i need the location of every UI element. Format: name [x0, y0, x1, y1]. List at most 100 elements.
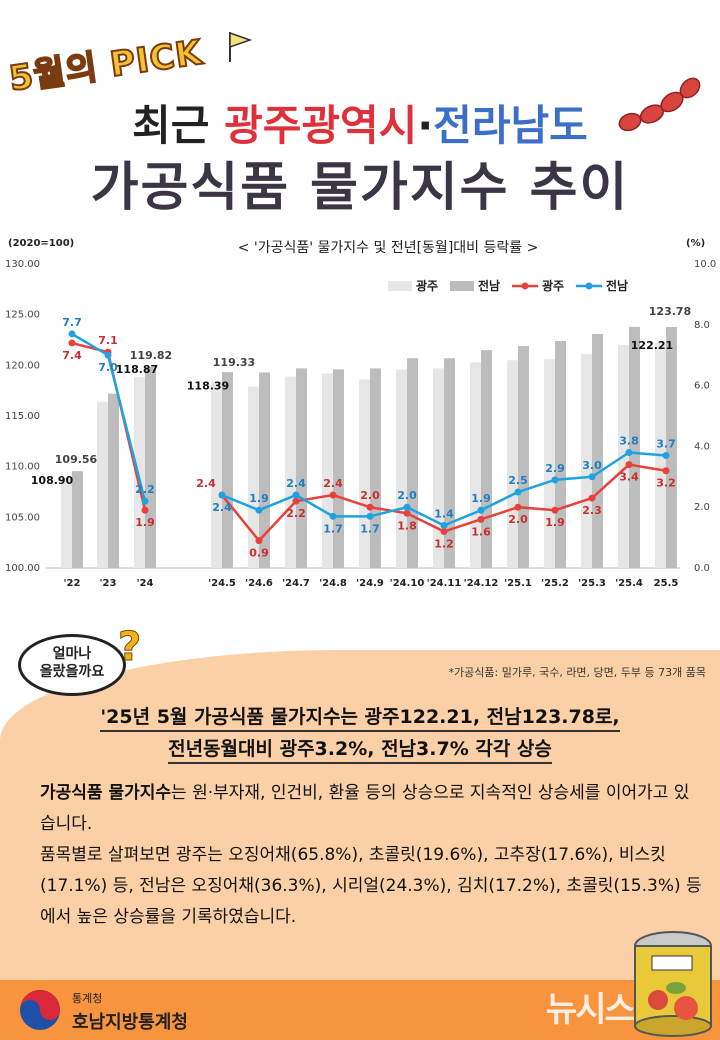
gwangju-point: [255, 537, 263, 545]
bar-gwangju: [322, 373, 333, 568]
jeonnam-point: [292, 491, 300, 499]
gwangju-point: [625, 461, 633, 469]
newsis-watermark: 뉴시스: [546, 990, 636, 1030]
legend-gwangju-line-marker: [521, 282, 529, 290]
x-tick-label: '25.3: [578, 578, 606, 589]
flag-icon: [229, 31, 252, 62]
footer-bar: [0, 980, 720, 1040]
jeonnam-point: [366, 512, 374, 520]
gwangju-rate-label: 2.4: [323, 477, 343, 490]
bar-jeonnam: [145, 367, 156, 568]
legend-jeonnam-line-marker: [585, 282, 593, 290]
jeonnam-rate-label: 1.7: [360, 522, 380, 535]
right-tick-label: 4.0: [694, 441, 710, 452]
gwangju-rate-label: 7.1: [98, 334, 118, 347]
jeonnam-point: [403, 503, 411, 511]
legend-gwangju-line-label: 광주: [542, 278, 564, 293]
bar-gwangju: [507, 360, 518, 568]
left-tick-label: 100.00: [5, 563, 40, 574]
speech-bubble: 얼마나 올랐을까요: [18, 634, 126, 696]
summary-panel: [0, 650, 720, 980]
jeonnam-rate-label: 3.0: [582, 459, 602, 472]
headline-2: 전년동월대비 광주3.2%, 전남3.7% 각각 상승: [0, 734, 720, 764]
x-tick-label: '24.7: [282, 578, 310, 589]
left-tick-label: 125.00: [5, 310, 40, 321]
bar-value-label-gwangju: 118.39: [187, 380, 229, 393]
bar-jeonnam: [518, 346, 529, 568]
price-index-chart: 108.90 118.87 118.39 122.21 109.56 119.82 119.…: [5, 238, 716, 589]
gwangju-point: [514, 503, 522, 511]
jeonnam-point: [477, 506, 485, 514]
gwangju-rate-label: 2.4: [196, 477, 216, 490]
legend-jeonnam-line-label: 전남: [606, 278, 628, 293]
legend-gwangju-bar-swatch: [388, 281, 412, 291]
left-tick-label: 130.00: [5, 259, 40, 270]
bar-gwangju: [134, 376, 145, 568]
sausage-icon: [618, 77, 701, 132]
jeonnam-point: [255, 506, 263, 514]
gwangju-rate-label: 3.2: [656, 477, 676, 490]
x-tick-label: '24.12: [464, 578, 499, 589]
bar-jeonnam: [370, 368, 381, 568]
gwangju-rate-label: 2.2: [286, 507, 306, 520]
right-tick-label: 0.0: [694, 563, 710, 574]
right-tick-label: 2.0: [694, 502, 710, 513]
bar-gwangju: [285, 376, 296, 568]
bar-jeonnam: [296, 368, 307, 568]
x-tick-label: '25.1: [504, 578, 532, 589]
legend-jeonnam-bar-swatch: [450, 281, 474, 291]
jeonnam-point: [68, 330, 76, 338]
right-tick-label: 8.0: [694, 320, 710, 331]
right-tick-label: 10.0: [694, 259, 716, 270]
title-line-1: 최근 광주광역시·전라남도: [132, 101, 588, 150]
footnote: *가공식품: 밀가루, 국수, 라면, 당면, 두부 등 73개 품목: [448, 666, 706, 679]
jeonnam-rate-label: 1.4: [434, 507, 454, 520]
gwangju-rate-label: 1.9: [545, 516, 565, 529]
left-tick-label: 105.00: [5, 512, 40, 523]
left-tick-label: 120.00: [5, 360, 40, 371]
bar-value-label-gwangju: 118.87: [116, 363, 158, 376]
x-tick-label: '25.2: [541, 578, 569, 589]
right-axis-unit: (%): [686, 238, 705, 249]
jeonnam-rate-label: 2.4: [286, 477, 306, 490]
bar-value-label-jeonnam: 109.56: [55, 453, 98, 466]
x-tick-label: '24.10: [390, 578, 425, 589]
x-tick-label: '22: [64, 578, 81, 589]
jeonnam-rate-label: 1.9: [471, 492, 491, 505]
agency-small-label: 통계청: [72, 992, 103, 1005]
jeonnam-point: [440, 521, 448, 529]
bar-jeonnam: [666, 327, 677, 568]
gwangju-point: [292, 497, 300, 505]
bar-gwangju: [97, 401, 108, 568]
legend-gwangju-bar-label: 광주: [416, 278, 438, 293]
gwangju-point: [141, 506, 149, 514]
x-tick-label: '24.6: [245, 578, 273, 589]
agency-name: 호남지방통계청: [72, 1012, 188, 1033]
gwangju-point: [366, 503, 374, 511]
legend-jeonnam-bar-label: 전남: [478, 278, 500, 293]
jeonnam-point: [551, 476, 559, 484]
bar-gwangju: [359, 379, 370, 568]
gwangju-point: [68, 339, 76, 347]
gwangju-rate-label: 3.4: [619, 471, 639, 484]
bar-gwangju: [433, 368, 444, 568]
jeonnam-rate-label: 2.2: [135, 483, 155, 496]
jeonnam-point: [588, 473, 596, 481]
gwangju-rate-label: 1.6: [471, 525, 491, 538]
x-tick-label: '25.4: [615, 578, 643, 589]
x-tick-label: '24.8: [319, 578, 347, 589]
chart-title: < '가공식품' 물가지수 및 전년[동월]대비 등락률 >: [238, 240, 539, 256]
jeonnam-rate-label: 2.5: [508, 474, 528, 487]
headline-1: '25년 5월 가공식품 물가지수는 광주122.21, 전남123.78로,: [0, 702, 720, 732]
left-tick-label: 110.00: [5, 462, 40, 473]
bar-value-label-jeonnam: 119.82: [130, 349, 172, 362]
jeonnam-rate-label: 2.9: [545, 462, 565, 475]
jeonnam-point: [329, 512, 337, 520]
jeonnam-rate-label: 2.4: [212, 501, 232, 514]
pick-badge: 5월의 PICK: [6, 32, 207, 101]
bar-gwangju: [61, 477, 72, 568]
bar-jeonnam: [629, 326, 640, 568]
bar-jeonnam: [481, 350, 492, 568]
gwangju-rate-label: 1.9: [135, 516, 155, 529]
gwangju-rate-label: 0.9: [249, 547, 269, 560]
